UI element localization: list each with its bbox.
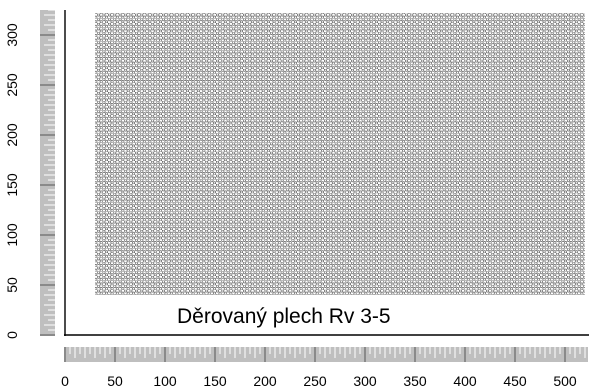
x-tick-label: 400 (453, 373, 477, 388)
y-tick-labels: 0 50 100 150 200 250 300 (4, 23, 20, 339)
caption-background (173, 297, 363, 331)
x-tick-labels: 0 50 100 150 200 250 300 350 400 450 500 (61, 373, 577, 388)
x-ruler-bar (64, 347, 588, 362)
x-tick-label: 350 (403, 373, 427, 388)
x-ruler (64, 347, 588, 362)
x-tick-label: 50 (107, 373, 123, 388)
x-tick-label: 500 (553, 373, 577, 388)
y-ruler (40, 9, 55, 336)
x-tick-label: 250 (303, 373, 327, 388)
y-tick-label: 150 (4, 173, 20, 197)
y-tick-label: 200 (4, 123, 20, 147)
x-tick-label: 150 (203, 373, 227, 388)
x-ruler-ticks (64, 347, 586, 362)
y-tick-label: 100 (4, 223, 20, 247)
x-tick-label: 0 (61, 373, 69, 388)
x-tick-label: 100 (153, 373, 177, 388)
x-tick-label: 300 (353, 373, 377, 388)
y-ruler-ticks (40, 9, 55, 336)
x-tick-label: 200 (253, 373, 277, 388)
y-tick-label: 300 (4, 23, 20, 47)
x-tick-label: 450 (503, 373, 527, 388)
y-ruler-bar (40, 10, 55, 336)
y-tick-label: 250 (4, 73, 20, 97)
y-tick-label: 0 (4, 331, 20, 339)
caption: Děrovaný plech Rv 3-5 (177, 305, 391, 328)
perforated-area (95, 13, 585, 295)
y-tick-label: 50 (4, 277, 20, 293)
